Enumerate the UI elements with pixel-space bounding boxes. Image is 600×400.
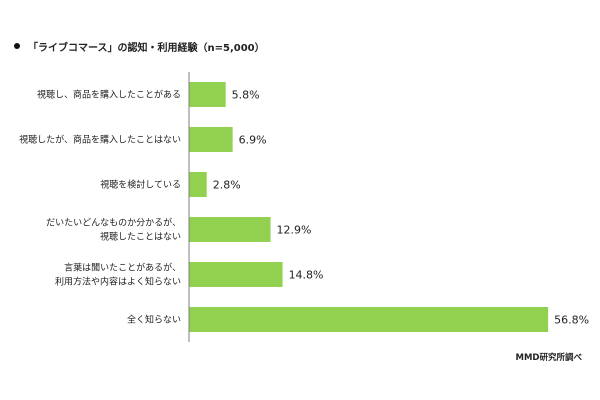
bar-value-label-1: 6.9% [239, 134, 267, 147]
bar-0 [189, 82, 226, 107]
category-label-0: 視聴し、商品を購入したことがある [37, 89, 181, 101]
category-label-4-line-1: 利用方法や内容はよく知らない [55, 276, 181, 288]
bar-5 [189, 307, 549, 332]
bar-2 [189, 172, 207, 197]
bar-4 [189, 262, 283, 287]
source-note: MMD研究所調べ [515, 353, 582, 363]
bar-value-label-5: 56.8% [554, 314, 589, 327]
bar-value-label-2: 2.8% [213, 179, 241, 192]
title-bullet-icon [14, 43, 20, 49]
bar-value-label-4: 14.8% [289, 269, 324, 282]
category-label-5: 全く知らない [127, 314, 181, 326]
bar-3 [189, 217, 271, 242]
category-label-3-line-1: 視聴したことはない [100, 231, 181, 243]
category-label-4-line-0: 言葉は聞いたことがあるが、 [64, 262, 181, 274]
chart-title-row: 「ライブコマース」の認知・利用経験（n=5,000） [14, 38, 265, 54]
bar-value-label-0: 5.8% [232, 89, 260, 102]
category-label-1: 視聴したが、商品を購入したことはない [19, 134, 181, 146]
bar-1 [189, 127, 233, 152]
category-label-3-line-0: だいたいどんなものか分かるが、 [46, 217, 181, 229]
bar-value-label-3: 12.9% [277, 224, 312, 237]
chart-title: 「ライブコマース」の認知・利用経験（n=5,000） [28, 42, 265, 54]
category-label-2: 視聴を検討している [100, 179, 181, 191]
